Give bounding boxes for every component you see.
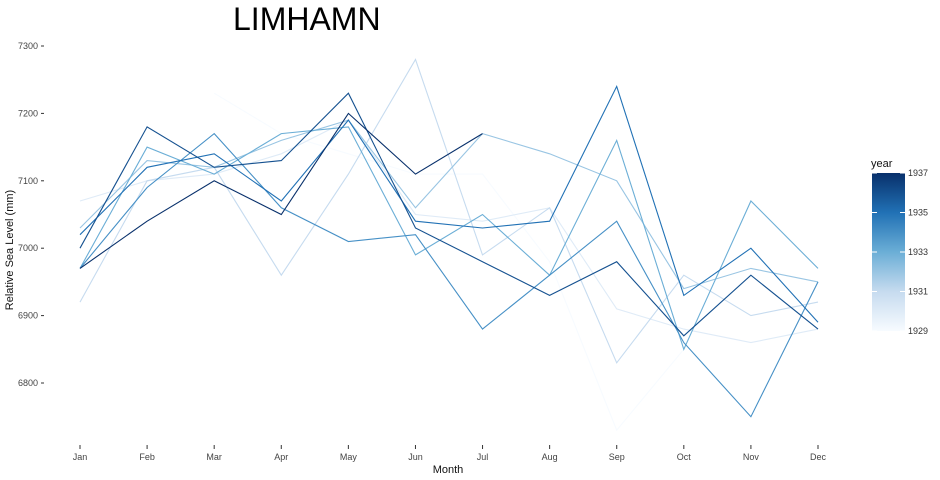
series-line-1935 — [79, 84, 819, 323]
y-axis-title: Relative Sea Level (mm) — [4, 190, 16, 310]
y-tick-label: 6800 — [18, 378, 38, 388]
x-tick-label: Dec — [810, 452, 827, 462]
series-line-1934 — [79, 132, 819, 418]
x-tick-label: Jan — [73, 452, 88, 462]
series-line-1937 — [79, 112, 483, 269]
x-axis-title: Month — [433, 464, 464, 476]
x-tick-label: Jun — [408, 452, 423, 462]
legend-ticks: 1929 1931 1933 1935 1937 — [872, 168, 928, 336]
chart-title: LIMHAMN — [233, 1, 381, 37]
legend: year 1929 1931 1933 1935 1937 — [871, 158, 928, 336]
y-axis: 6800 6900 7000 7100 7200 7300 — [18, 41, 44, 388]
series-line-1929 — [213, 92, 685, 432]
legend-tick-label: 1937 — [908, 168, 928, 178]
legend-colorbar — [872, 173, 905, 331]
y-tick-label: 6900 — [18, 311, 38, 321]
x-tick-label: Feb — [139, 452, 155, 462]
legend-tick-label: 1929 — [908, 326, 928, 336]
legend-tick-label: 1935 — [908, 208, 928, 218]
x-tick-label: Sep — [609, 452, 625, 462]
x-tick-label: Jul — [477, 452, 489, 462]
y-tick-label: 7100 — [18, 176, 38, 186]
y-tick-label: 7000 — [18, 243, 38, 253]
series-line-1933 — [79, 126, 819, 351]
series-line-1932 — [79, 119, 819, 290]
legend-tick-label: 1931 — [908, 287, 928, 297]
y-tick-label: 7200 — [18, 108, 38, 118]
x-tick-label: Nov — [743, 452, 760, 462]
x-tick-label: Oct — [677, 452, 692, 462]
x-axis: Jan Feb Mar Apr May Jun Jul Aug Sep Oct Nov Dec — [73, 445, 827, 462]
series-lines — [79, 58, 819, 432]
x-tick-label: Mar — [206, 452, 222, 462]
x-tick-label: Apr — [274, 452, 288, 462]
series-line-1930 — [79, 119, 819, 344]
y-tick-label: 7300 — [18, 41, 38, 51]
series-line-1936 — [79, 92, 819, 337]
series-line-1931 — [79, 58, 819, 364]
x-tick-label: May — [340, 452, 358, 462]
legend-tick-label: 1933 — [908, 247, 928, 257]
legend-title: year — [871, 158, 893, 170]
x-tick-label: Aug — [542, 452, 558, 462]
